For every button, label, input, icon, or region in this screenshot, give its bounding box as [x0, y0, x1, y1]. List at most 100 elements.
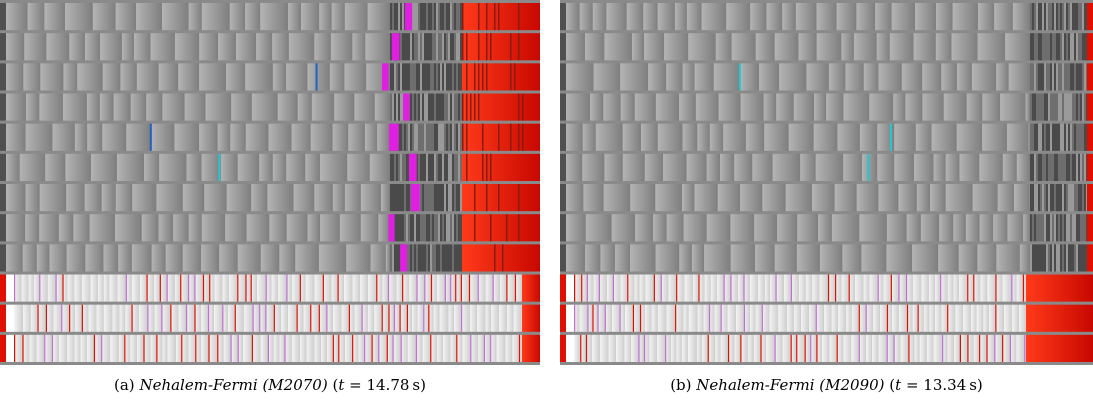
task-block: [6, 153, 20, 181]
idle-block: [620, 274, 628, 302]
idle-block: [697, 304, 704, 332]
idle-block: [478, 334, 484, 362]
caption-b-name: Nehalem-Fermi (M2090): [696, 376, 885, 394]
task-block: [220, 153, 238, 181]
idle-block: [150, 334, 157, 362]
idle-block: [28, 274, 35, 302]
task-block: [256, 33, 273, 61]
idle-block: [743, 304, 750, 332]
idle-block: [764, 274, 770, 302]
task-block: [1000, 93, 1026, 121]
task-block: [126, 123, 151, 151]
idle-block: [103, 304, 113, 332]
idle-block: [402, 274, 410, 302]
idle-block: [44, 334, 52, 362]
task-block: [935, 3, 953, 31]
idle-block: [332, 334, 339, 362]
idle-block: [296, 304, 304, 332]
idle-block: [720, 334, 728, 362]
idle-block: [1016, 334, 1025, 362]
task-block: [913, 33, 936, 61]
idle-block: [96, 304, 104, 332]
task-block: [259, 153, 273, 181]
idle-block: [202, 274, 210, 302]
task-block: [583, 184, 604, 212]
idle-block: [580, 334, 586, 362]
red-edge: [1087, 184, 1093, 212]
idle-block: [194, 304, 202, 332]
task-block: [635, 214, 653, 242]
idle-block: [88, 304, 97, 332]
task-block: [843, 93, 870, 121]
idle-block: [364, 334, 372, 362]
idle-block: [374, 304, 382, 332]
trace-a: [0, 0, 540, 365]
magenta-mark: [403, 93, 410, 121]
idle-block: [450, 274, 456, 302]
idle-block: [230, 334, 238, 362]
idle-block: [143, 334, 151, 362]
task-block: [6, 214, 26, 242]
idle-block: [983, 304, 989, 332]
task-block: [730, 244, 755, 272]
idle-block: [14, 304, 23, 332]
task-block: [1005, 33, 1030, 61]
task-block: [150, 33, 175, 61]
task-block: [740, 63, 759, 91]
idle-block: [273, 334, 280, 362]
idle-block: [665, 334, 671, 362]
task-block: [953, 214, 966, 242]
task-block: [77, 63, 103, 91]
idle-block: [22, 304, 31, 332]
task-block: [777, 214, 798, 242]
task-block: [996, 63, 1009, 91]
task-block: [272, 153, 287, 181]
idle-block: [987, 274, 996, 302]
task-block: [798, 33, 817, 61]
idle-block: [1018, 304, 1026, 332]
idle-block: [476, 304, 486, 332]
idle-block: [166, 274, 175, 302]
task-block: [231, 93, 252, 121]
task-block: [688, 33, 716, 61]
idle-block: [460, 304, 470, 332]
idle-block: [422, 334, 431, 362]
caption-b-label: (b): [670, 376, 692, 394]
row-start-block: [560, 244, 566, 272]
idle-block: [251, 334, 261, 362]
idle-block: [90, 274, 98, 302]
task-block: [585, 244, 601, 272]
task-block: [365, 33, 390, 61]
idle-block: [521, 304, 522, 332]
idle-block: [51, 334, 59, 362]
idle-block: [22, 334, 30, 362]
idle-block: [851, 334, 859, 362]
idle-block: [331, 274, 338, 302]
task-block: [795, 3, 817, 31]
idle-block: [332, 304, 342, 332]
task-block: [1008, 63, 1030, 91]
task-block: [813, 123, 838, 151]
idle-block: [227, 304, 235, 332]
task-block: [566, 214, 586, 242]
idle-block: [973, 334, 980, 362]
idle-block: [639, 274, 646, 302]
idle-block: [704, 274, 711, 302]
idle-block: [796, 334, 805, 362]
task-block: [188, 3, 202, 31]
task-block: [997, 184, 1015, 212]
task-block: [225, 214, 247, 242]
magenta-mark: [388, 214, 395, 242]
task-block: [174, 123, 200, 151]
row-start-block: [560, 304, 566, 332]
idle-block: [592, 304, 598, 332]
idle-block: [886, 304, 892, 332]
task-block: [159, 153, 187, 181]
idle-block: [994, 334, 1003, 362]
idle-block: [388, 304, 394, 332]
idle-block: [914, 334, 920, 362]
idle-block: [34, 274, 40, 302]
idle-block: [790, 274, 799, 302]
idle-block: [477, 274, 486, 302]
task-block: [965, 214, 980, 242]
